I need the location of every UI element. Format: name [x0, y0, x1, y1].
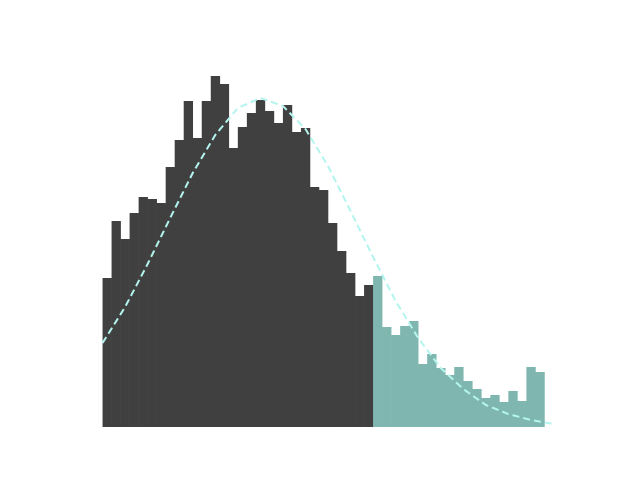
histogram-bar [273, 123, 284, 427]
histogram-bar [129, 213, 139, 427]
histogram-bar [409, 321, 419, 427]
histogram-bar [147, 199, 157, 427]
histogram-bar [337, 251, 347, 427]
histogram-bar [111, 221, 121, 427]
histogram-bar [346, 273, 356, 427]
histogram-bar [102, 278, 112, 427]
histogram-bar [237, 127, 248, 427]
histogram-bar [120, 239, 130, 427]
histogram-bar [228, 148, 239, 427]
histogram-bar [391, 335, 401, 427]
histogram-bar [355, 296, 365, 427]
histogram-bar [219, 84, 230, 427]
histogram-bar [526, 367, 536, 427]
histogram-bar [156, 203, 166, 427]
histogram-bar [481, 398, 491, 427]
histogram-bar [255, 100, 266, 427]
histogram-bar [472, 389, 482, 427]
histogram-bar [138, 197, 148, 427]
histogram-bar [463, 381, 473, 427]
histogram-bar [264, 111, 275, 427]
histogram-bar [174, 140, 185, 427]
histogram-bar [418, 364, 428, 427]
histogram-bar [318, 190, 329, 427]
histogram-bar [373, 276, 383, 427]
histogram-bar [427, 354, 437, 427]
histogram-bar [454, 367, 464, 427]
histogram-bar [282, 105, 293, 427]
histogram-bar [490, 395, 500, 427]
histogram-bar [445, 375, 455, 427]
histogram-bar [291, 132, 302, 427]
histogram-bar [499, 402, 509, 427]
histogram-bar [400, 326, 410, 427]
histogram-bar [508, 391, 518, 427]
histogram-bar [436, 368, 446, 427]
histogram-bar [165, 167, 175, 427]
histogram-bar [517, 401, 527, 427]
histogram-bar [382, 327, 392, 427]
histogram-bar [364, 285, 374, 427]
histogram-bar [183, 101, 194, 427]
fit-curve [101, 96, 554, 425]
histogram-bar [300, 128, 311, 427]
histogram-bar [535, 372, 545, 427]
histogram-bar [328, 223, 338, 427]
histogram-bar [246, 113, 257, 427]
histogram-bar [309, 187, 320, 427]
histogram-bar [192, 138, 203, 427]
histogram-bar [210, 76, 221, 427]
histogram-bar [201, 101, 212, 427]
